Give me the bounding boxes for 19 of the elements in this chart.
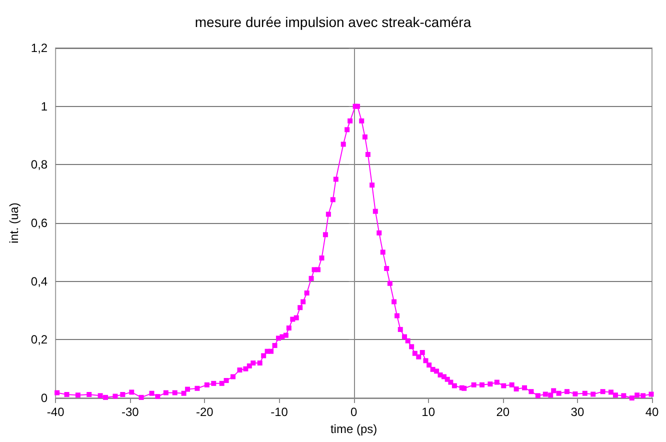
y-tick-label: 0,8 (30, 158, 48, 172)
x-tick-label: -20 (196, 405, 214, 419)
x-tick-label: 30 (570, 405, 584, 419)
x-tick-label: 40 (645, 405, 659, 419)
y-tick-label: 0 (40, 391, 48, 405)
x-tick-label: 0 (350, 405, 358, 419)
x-tick-label: -10 (270, 405, 288, 419)
x-tick-label: 10 (422, 405, 436, 419)
y-tick-label: 1 (40, 99, 48, 114)
x-tick-label: -30 (121, 405, 140, 419)
y-axis-title: int. (ua) (7, 202, 21, 244)
x-axis-title: time (ps) (330, 422, 378, 436)
chart-title: mesure durée impulsion avec streak-caméra (194, 14, 472, 30)
y-tick-label: 0,4 (30, 274, 48, 288)
x-tick-label: 20 (496, 405, 510, 419)
y-tick-label: 1,2 (30, 41, 48, 55)
y-tick-label: 0,6 (30, 216, 48, 230)
y-tick-label: 0,2 (30, 332, 48, 347)
x-tick-label: -40 (46, 405, 65, 419)
